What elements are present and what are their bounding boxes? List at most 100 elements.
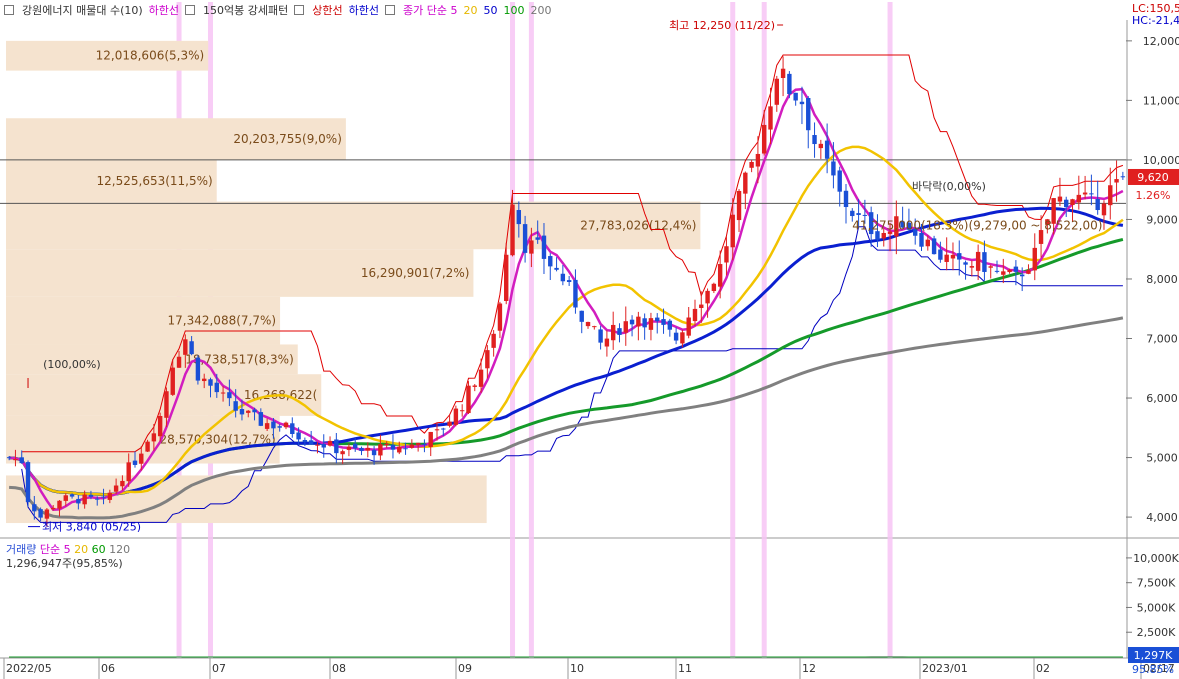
candle-body	[894, 216, 899, 237]
price-badge-change: 1.26%	[1136, 189, 1171, 202]
legend-checkbox-icon[interactable]	[4, 5, 14, 15]
legend-checkbox-icon[interactable]	[294, 5, 305, 15]
price-tick-label: 12,000	[1143, 35, 1179, 48]
candle-body	[378, 444, 383, 456]
candle-body	[925, 239, 930, 247]
volume-profile-label: 12,525,653(11,5%)	[97, 174, 213, 188]
volume-profile-label: 18,738,517(8,3%)	[185, 352, 294, 366]
candle-body	[296, 432, 301, 440]
candle-body	[95, 498, 100, 500]
legend-upper-limit[interactable]: 상한선	[312, 4, 343, 17]
candle-body	[604, 338, 610, 347]
candle-body	[472, 385, 477, 387]
candle-body	[717, 264, 723, 287]
candle-body	[661, 319, 666, 325]
volume-profile-bar	[6, 159, 217, 202]
candle-body	[258, 412, 264, 426]
candle-body	[491, 333, 496, 348]
candle-body	[969, 266, 975, 268]
candle-body	[233, 401, 238, 411]
candle-body	[680, 332, 685, 344]
candle-body	[856, 213, 861, 215]
legend-checkbox-icon[interactable]	[385, 5, 395, 15]
candle-body	[1089, 193, 1094, 195]
candle-body	[736, 190, 742, 221]
candle-body	[673, 332, 679, 341]
legend-checkbox-icon[interactable]	[185, 5, 196, 15]
candle-body	[283, 422, 289, 428]
highlight-day-band	[761, 2, 767, 658]
candle-body	[101, 496, 106, 498]
candle-body	[541, 235, 547, 259]
candle-body	[126, 462, 131, 482]
candle-body	[504, 254, 509, 301]
legend-lower-limit[interactable]: 하한선	[348, 4, 379, 17]
candle-body	[252, 409, 257, 413]
candle-body	[1051, 198, 1056, 224]
legend-ma100[interactable]: 100	[503, 3, 525, 17]
legend-pattern[interactable]: 150억봉 강세패턴	[203, 4, 289, 17]
candle-body	[170, 367, 175, 395]
legend-ma200[interactable]: 200	[530, 3, 552, 17]
candle-body	[415, 442, 421, 445]
volume-profile-bar	[6, 118, 346, 160]
legend-ma20[interactable]: 20	[463, 3, 478, 17]
candle-body	[516, 210, 522, 225]
candle-body	[359, 447, 364, 451]
volume-profile-bar	[6, 296, 281, 345]
x-tick-label: 10	[570, 662, 584, 675]
price-tick-label: 10,000	[1143, 154, 1179, 167]
volume-profile-bar	[6, 201, 701, 250]
highlight-day-band	[730, 2, 736, 658]
x-tick-label: 02/17	[1143, 662, 1175, 675]
candle-body	[957, 253, 962, 260]
volume-profile-bar	[6, 344, 298, 375]
candle-body	[422, 444, 427, 446]
candle-body	[107, 492, 113, 500]
candle-body	[459, 410, 465, 412]
candle-body	[623, 321, 628, 333]
legend-lower-band[interactable]: 하한선	[148, 4, 180, 17]
candle-body	[975, 251, 981, 271]
candle-body	[919, 232, 924, 247]
candle-body	[1045, 219, 1050, 225]
candle-body	[441, 428, 446, 430]
candle-body	[755, 153, 761, 167]
price-tick-label: 8,000	[1146, 273, 1178, 286]
candle-body	[485, 350, 490, 369]
candle-body	[88, 494, 94, 497]
candle-body	[1064, 199, 1069, 208]
candle-body	[132, 460, 138, 465]
candle-body	[264, 423, 270, 429]
candle-body	[202, 378, 207, 382]
candle-body	[585, 321, 591, 327]
legend-ma5[interactable]: 종가 단순 5	[403, 4, 458, 17]
candle-body	[1101, 203, 1107, 216]
candle-body	[655, 317, 660, 322]
price-tick-label: 7,000	[1146, 333, 1178, 346]
volume-profile-bar	[6, 40, 209, 71]
candle-body	[19, 457, 24, 464]
candle-body	[38, 509, 43, 518]
candle-body	[164, 391, 169, 418]
candle-body	[1120, 176, 1126, 178]
candle-body	[145, 441, 150, 452]
lc-indicator: LC:150,5	[1132, 2, 1179, 15]
legend-ma50[interactable]: 50	[483, 3, 498, 17]
candle-body	[705, 290, 710, 304]
volume-tick-label: 10,000K	[1133, 552, 1179, 565]
price-badge	[1128, 168, 1179, 185]
candle-body	[214, 382, 219, 393]
candle-body	[277, 426, 282, 428]
candle-body	[699, 304, 704, 308]
volume-legend: 거래량 단순 5 20 60 120	[6, 541, 130, 557]
candle-body	[50, 507, 56, 510]
candle-body	[76, 498, 81, 504]
highlight-day-band	[510, 2, 516, 658]
candle-body	[13, 458, 18, 461]
candle-body	[573, 279, 578, 308]
candle-body	[183, 339, 188, 355]
legend-title[interactable]: 강원에너지 매물대 수(10)	[22, 4, 143, 17]
candle-body	[497, 303, 503, 331]
